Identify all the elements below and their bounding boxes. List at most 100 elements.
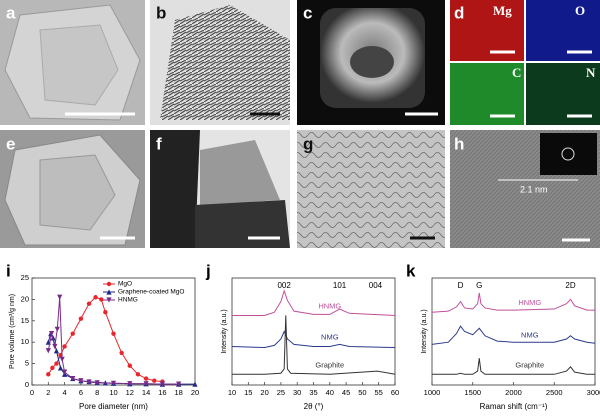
legend-label: MgO: [118, 281, 132, 288]
plot-frame: [231, 277, 396, 386]
series-label: HNMG: [518, 298, 541, 307]
panel-label: i: [6, 261, 11, 280]
sem-image: [0, 130, 145, 248]
x-tick-label: 1500: [464, 388, 481, 397]
marker: [106, 297, 112, 303]
x-tick-label: 2: [46, 388, 50, 397]
panel-label: j: [205, 261, 211, 280]
hrtem-image: [450, 130, 600, 248]
x-tick-label: 6: [79, 388, 83, 397]
marker: [54, 361, 59, 366]
spectrum: [432, 358, 595, 375]
y-tick-label: 5: [25, 359, 29, 368]
marker: [86, 379, 92, 385]
peak-label: 004: [369, 281, 383, 290]
spectrum: [431, 325, 596, 345]
x-tick-label: 15: [244, 388, 252, 397]
sem-image: [0, 0, 145, 125]
x-tick-label: 14: [142, 388, 150, 397]
y-tick-label: 10: [21, 337, 29, 346]
y-axis-title: Intensity (a.u.): [221, 309, 228, 353]
marker: [86, 301, 92, 306]
marker: [119, 350, 124, 356]
series-label: NMG: [321, 332, 339, 341]
marker: [50, 335, 56, 341]
marker: [45, 348, 51, 354]
tem-image: [297, 130, 445, 248]
panel-label: f: [156, 134, 162, 153]
spectrum: [231, 330, 396, 349]
map-label: O: [575, 3, 585, 18]
marker: [59, 356, 65, 362]
marker: [57, 365, 64, 371]
tem-image: [150, 0, 290, 125]
marker: [48, 331, 55, 337]
marker: [54, 326, 60, 332]
marker: [62, 369, 68, 375]
marker: [93, 295, 98, 300]
x-tick-label: 18: [175, 388, 183, 397]
marker: [103, 310, 108, 315]
marker: [106, 281, 112, 287]
data-line: [47, 297, 179, 385]
map-label: Mg: [493, 3, 512, 18]
marker: [135, 372, 141, 377]
stem-image: [297, 0, 445, 125]
series-label: Graphite: [515, 360, 544, 369]
legend-label: HNMG: [118, 297, 138, 304]
x-tick-label: 50: [358, 388, 366, 397]
peak-label: D: [458, 281, 464, 290]
marker: [110, 380, 117, 386]
marker: [70, 331, 75, 336]
peak-label: 101: [333, 281, 347, 290]
x-tick-label: 40: [326, 388, 334, 397]
panel-label: e: [6, 134, 15, 153]
marker: [52, 343, 58, 350]
panel-label: g: [303, 134, 313, 153]
y-tick-label: 0: [25, 380, 29, 389]
x-tick-label: 35: [309, 388, 317, 397]
marker: [57, 294, 63, 300]
tem-image: [150, 130, 290, 248]
series-label: HNMG: [318, 301, 341, 310]
spectrum: [431, 292, 595, 313]
x-tick-label: 60: [391, 388, 399, 397]
panel-label: c: [303, 3, 312, 22]
legend-label: Graphene-coated MgO: [118, 289, 184, 296]
panel-label: h: [454, 134, 464, 153]
peak-label: 002: [277, 281, 291, 290]
x-tick-label: 30: [293, 388, 301, 397]
data-line: [47, 296, 163, 383]
marker: [50, 365, 55, 371]
x-tick-label: 2000: [505, 388, 522, 397]
x-tick-label: 20: [260, 388, 268, 397]
spectrum: [232, 289, 396, 316]
y-axis-title: Intensity (a.u.): [421, 309, 428, 353]
marker: [78, 378, 84, 384]
map-label: N: [586, 65, 596, 80]
plot-frame: [431, 277, 596, 386]
panel-label: b: [156, 3, 166, 22]
marker: [127, 381, 133, 387]
lattice-label: 2.1 nm: [520, 184, 548, 194]
x-tick-label: 16: [158, 388, 166, 397]
x-axis-title: Raman shift (cm⁻¹): [480, 402, 548, 411]
marker: [106, 289, 112, 295]
panel-label: a: [6, 3, 16, 22]
marker: [99, 297, 104, 302]
marker: [127, 363, 132, 368]
x-tick-label: 4: [63, 388, 67, 397]
panel-label: d: [454, 3, 464, 22]
marker: [94, 380, 100, 386]
marker: [53, 348, 60, 354]
marker: [46, 372, 51, 377]
x-tick-label: 45: [342, 388, 350, 397]
marker: [152, 378, 157, 383]
x-tick-label: 10: [109, 388, 117, 397]
element-maps: [450, 0, 600, 125]
marker: [143, 376, 149, 381]
x-tick-label: 20: [191, 388, 199, 397]
x-tick-label: 0: [30, 388, 34, 397]
map-label: C: [512, 65, 521, 80]
